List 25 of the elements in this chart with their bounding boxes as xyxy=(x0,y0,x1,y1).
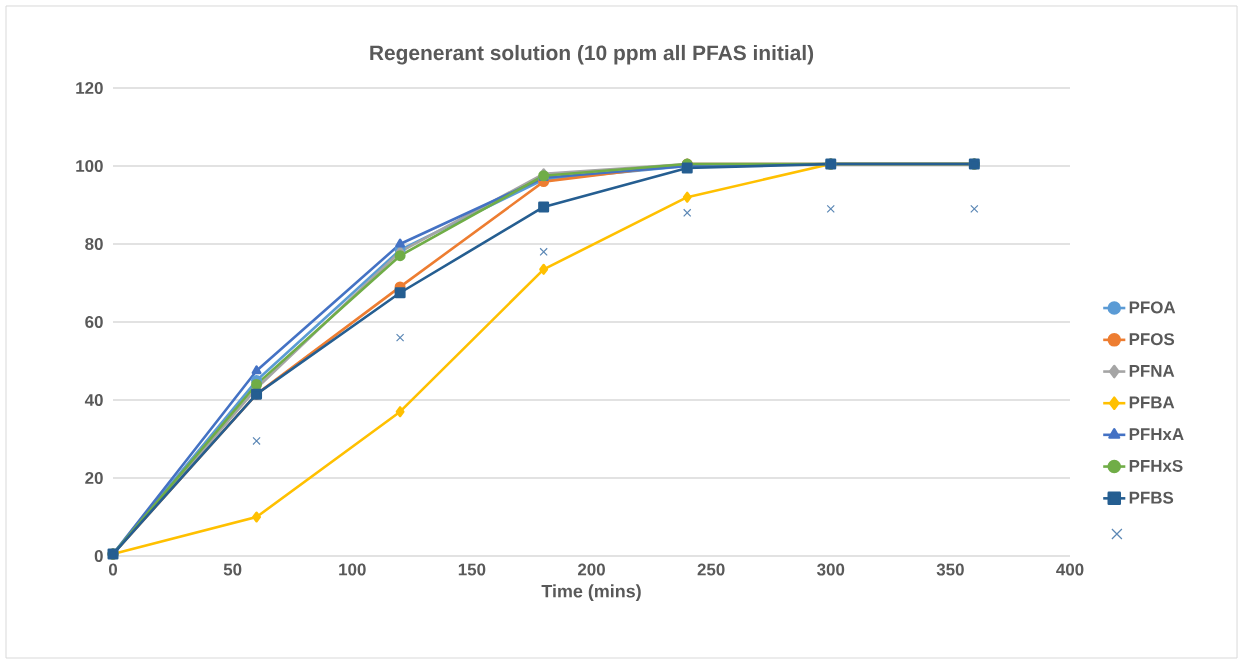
chart-title: Regenerant solution (10 ppm all PFAS initial) xyxy=(370,44,814,65)
legend-label: PFOS xyxy=(1129,333,1175,346)
legend-label: PFOA xyxy=(1129,301,1176,314)
legend-label: PFBA xyxy=(1129,396,1175,409)
legend-label: PFBS xyxy=(1129,491,1174,504)
x-tick-label: 200 xyxy=(577,563,605,576)
y-tick-label: 120 xyxy=(76,82,103,94)
y-tick-label: 20 xyxy=(85,472,103,484)
x-tick-label: 250 xyxy=(697,563,725,576)
x-tick-label: 50 xyxy=(223,563,242,576)
legend-label: PFHxS xyxy=(1129,459,1183,472)
x-tick-label: 400 xyxy=(1056,563,1084,576)
y-tick-label: 80 xyxy=(85,238,103,250)
x-axis-title: Time (mins) xyxy=(541,584,641,602)
y-tick-label: 40 xyxy=(84,394,103,406)
x-tick-label: 300 xyxy=(817,563,845,576)
legend-label: PFNA xyxy=(1129,364,1175,377)
legend-label: PFHxA xyxy=(1129,428,1184,440)
x-tick-label: 0 xyxy=(108,563,118,576)
x-tick-label: 150 xyxy=(458,563,486,576)
x-tick-label: 100 xyxy=(339,563,366,576)
y-tick-label: 60 xyxy=(85,316,103,328)
x-tick-label: 350 xyxy=(936,563,964,576)
y-tick-label: 0 xyxy=(94,550,103,562)
y-tick-label: 100 xyxy=(76,160,103,172)
